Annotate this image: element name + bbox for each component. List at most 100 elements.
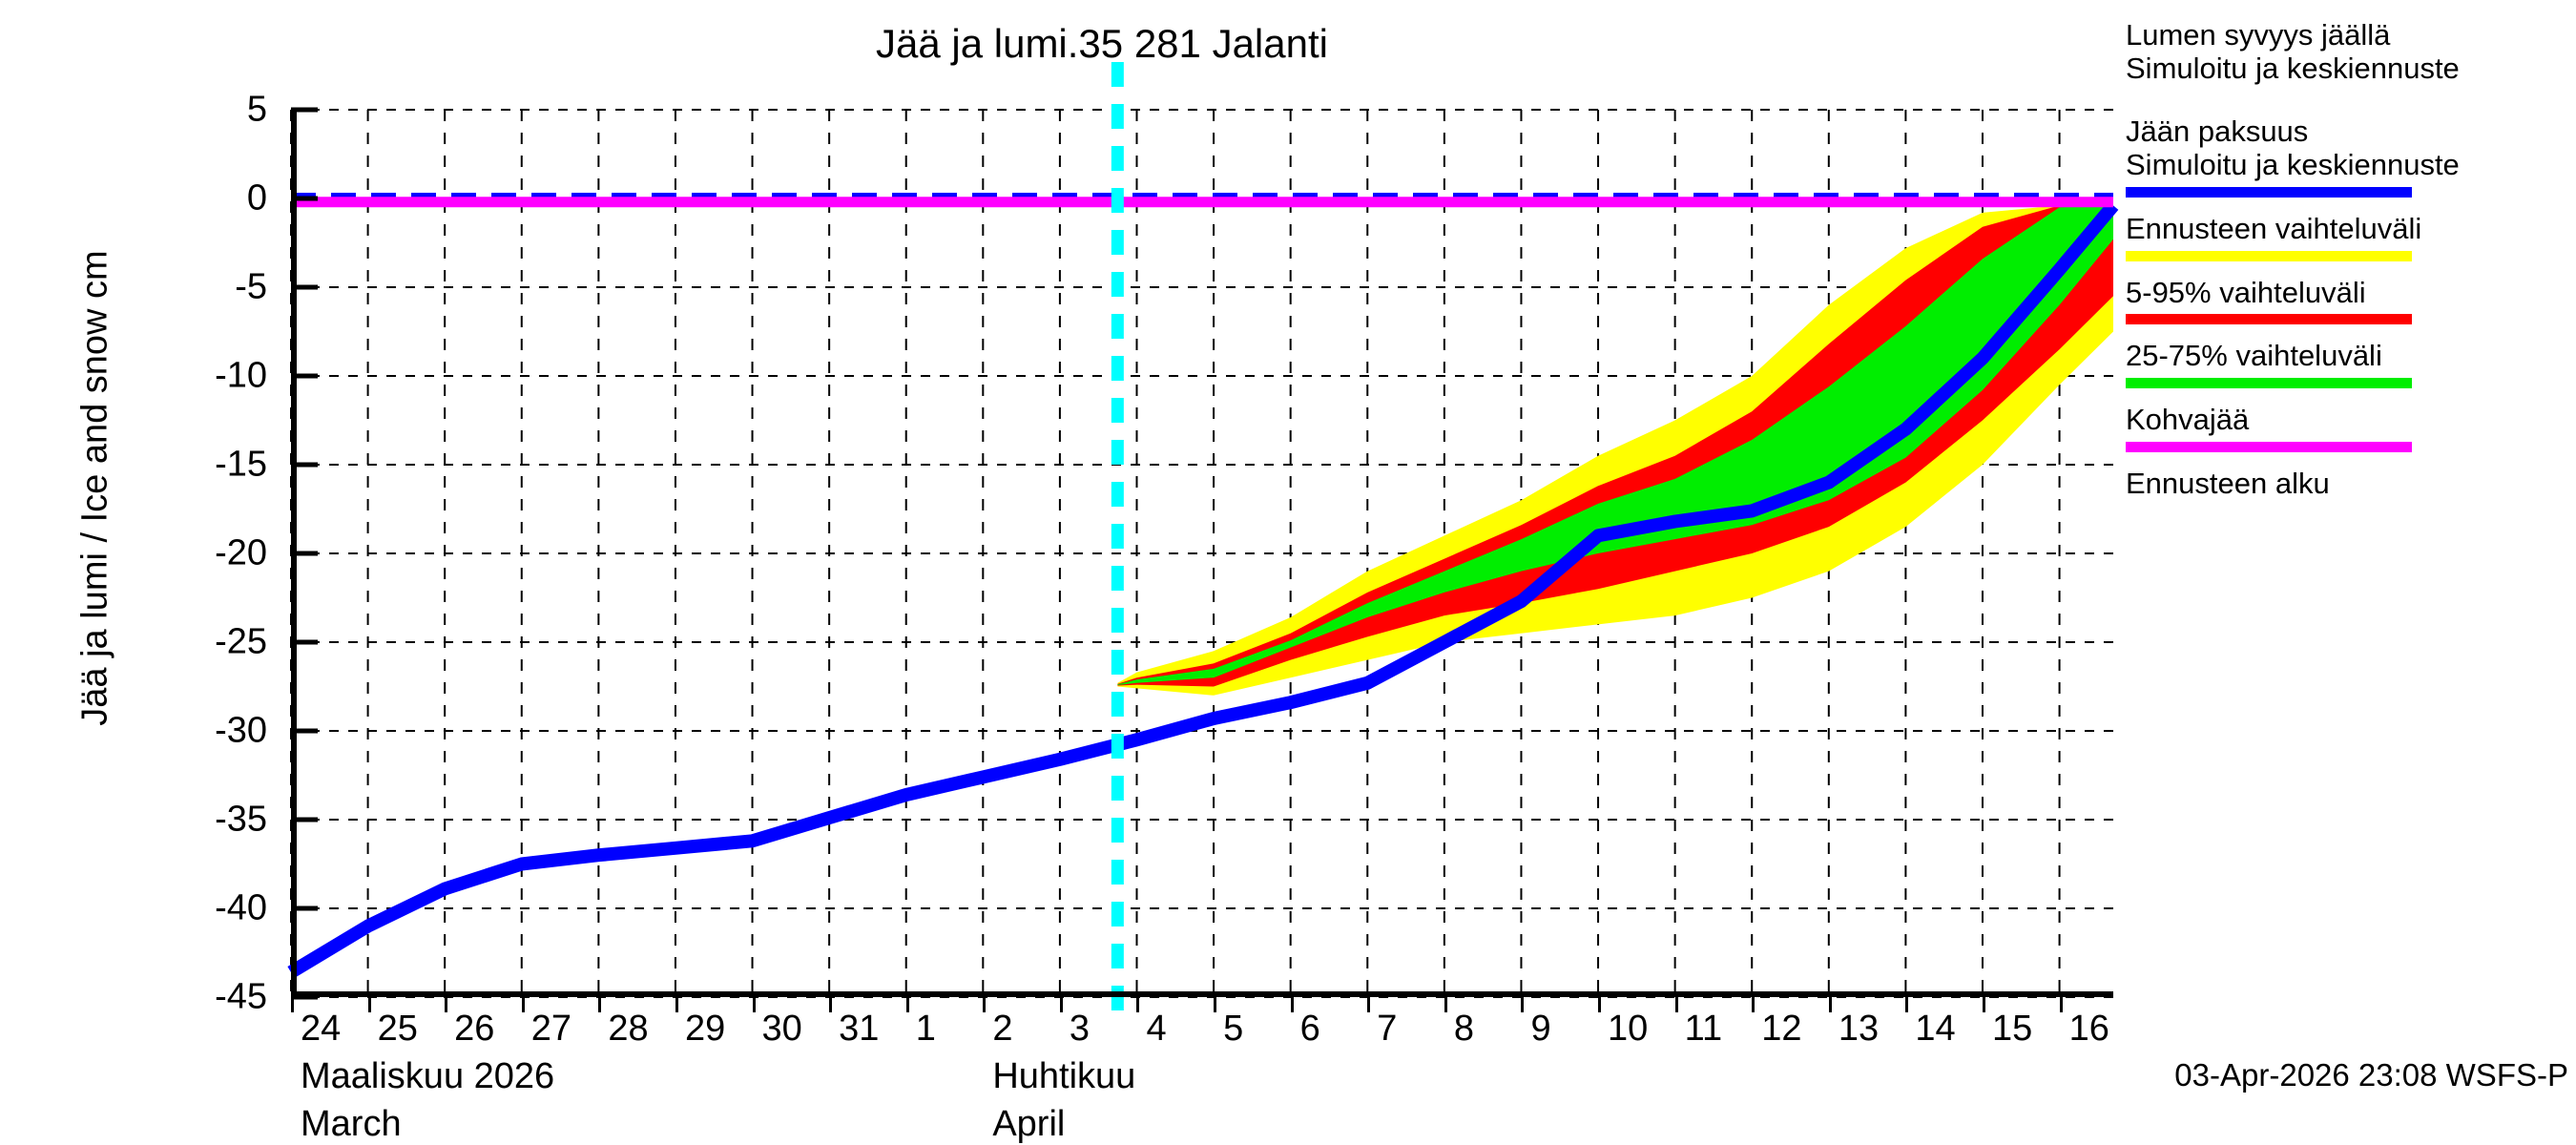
legend-color-swatch bbox=[2126, 250, 2412, 261]
y-axis-label: Jää ja lumi / Ice and snow cm bbox=[74, 250, 115, 726]
x-tick-label: 9 bbox=[1530, 1009, 1551, 1049]
x-tick-label: 25 bbox=[377, 1009, 418, 1049]
y-tick-label: -45 bbox=[215, 976, 267, 1017]
x-tick-mark bbox=[1521, 997, 1525, 1012]
axis-frame bbox=[291, 110, 2113, 997]
x-tick-label: 15 bbox=[1991, 1009, 2033, 1049]
month-label-fi: Maaliskuu 2026 bbox=[301, 1056, 555, 1096]
x-tick-label: 6 bbox=[1299, 1009, 1320, 1049]
x-tick-mark bbox=[445, 997, 448, 1012]
month-label-fi: Huhtikuu bbox=[992, 1056, 1136, 1096]
x-tick-mark bbox=[1905, 997, 1909, 1012]
x-tick-mark bbox=[1828, 997, 1832, 1012]
legend-color-swatch bbox=[2126, 505, 2412, 515]
x-tick-mark bbox=[1214, 997, 1217, 1012]
x-tick-label: 24 bbox=[301, 1009, 342, 1049]
y-tick-mark bbox=[291, 817, 318, 822]
legend-label-primary: 5-95% vaihteluväli bbox=[2126, 275, 2366, 309]
x-tick-mark bbox=[1982, 997, 1985, 1012]
legend-color-swatch bbox=[2126, 90, 2412, 100]
x-tick-mark bbox=[2059, 997, 2063, 1012]
x-tick-mark bbox=[1674, 997, 1678, 1012]
legend-label-primary: Kohvajää bbox=[2126, 403, 2250, 437]
y-tick-mark bbox=[291, 551, 318, 556]
month-label-en: March bbox=[301, 1104, 402, 1144]
x-tick-mark bbox=[983, 997, 987, 1012]
x-tick-label: 13 bbox=[1838, 1009, 1880, 1049]
legend-color-swatch bbox=[2126, 314, 2412, 325]
legend-label-secondary: Simuloitu ja keskiennuste bbox=[2126, 51, 2460, 85]
legend-label-primary: Ennusteen alku bbox=[2126, 466, 2330, 500]
legend-item: 25-75% vaihteluväli bbox=[2126, 339, 2574, 389]
x-tick-label: 14 bbox=[1915, 1009, 1956, 1049]
x-tick-label: 27 bbox=[530, 1009, 572, 1049]
x-tick-mark bbox=[367, 997, 371, 1012]
y-tick-label: -10 bbox=[215, 355, 267, 396]
y-tick-label: -20 bbox=[215, 532, 267, 573]
y-tick-mark bbox=[291, 373, 318, 379]
x-tick-mark bbox=[598, 997, 602, 1012]
legend-item: Jään paksuus Simuloitu ja keskiennuste bbox=[2126, 114, 2574, 198]
legend-label-secondary: Simuloitu ja keskiennuste bbox=[2126, 148, 2460, 182]
legend-label-primary: Lumen syvyys jäällä bbox=[2126, 18, 2391, 52]
y-tick-label: -5 bbox=[235, 266, 267, 307]
legend-item: Kohvajää bbox=[2126, 403, 2574, 452]
x-tick-label: 5 bbox=[1223, 1009, 1244, 1049]
x-tick-label: 8 bbox=[1453, 1009, 1474, 1049]
legend-item: Lumen syvyys jäällä Simuloitu ja keskienn… bbox=[2126, 18, 2574, 100]
month-label-en: April bbox=[992, 1104, 1066, 1144]
y-tick-label: -40 bbox=[215, 887, 267, 928]
y-tick-label: 0 bbox=[246, 177, 267, 219]
x-tick-mark bbox=[1136, 997, 1140, 1012]
y-tick-label: -35 bbox=[215, 799, 267, 840]
x-tick-mark bbox=[752, 997, 756, 1012]
y-tick-mark bbox=[291, 994, 318, 1000]
x-tick-label: 31 bbox=[839, 1009, 880, 1049]
x-tick-mark bbox=[905, 997, 909, 1012]
x-tick-label: 2 bbox=[992, 1009, 1013, 1049]
x-tick-label: 29 bbox=[684, 1009, 726, 1049]
x-tick-mark bbox=[1290, 997, 1294, 1012]
legend-label-primary: Ennusteen vaihteluväli bbox=[2126, 211, 2422, 245]
legend-color-swatch bbox=[2126, 441, 2412, 452]
legend-item: Ennusteen vaihteluväli bbox=[2126, 211, 2574, 261]
y-tick-label: -30 bbox=[215, 710, 267, 751]
x-tick-mark bbox=[1598, 997, 1602, 1012]
y-tick-mark bbox=[291, 107, 318, 113]
y-tick-mark bbox=[291, 906, 318, 911]
x-tick-mark bbox=[1444, 997, 1447, 1012]
y-tick-mark bbox=[291, 728, 318, 734]
y-tick-label: -15 bbox=[215, 444, 267, 485]
x-tick-mark bbox=[1367, 997, 1371, 1012]
x-tick-label: 4 bbox=[1146, 1009, 1167, 1049]
x-tick-mark bbox=[291, 997, 294, 1012]
x-tick-label: 26 bbox=[454, 1009, 495, 1049]
x-tick-label: 3 bbox=[1069, 1009, 1091, 1049]
y-tick-mark bbox=[291, 462, 318, 468]
y-tick-mark bbox=[291, 639, 318, 645]
legend-color-swatch bbox=[2126, 186, 2412, 198]
plot-area bbox=[287, 62, 2119, 1014]
x-tick-mark bbox=[1752, 997, 1755, 1012]
x-tick-label: 12 bbox=[1761, 1009, 1802, 1049]
x-tick-label: 7 bbox=[1377, 1009, 1398, 1049]
x-tick-label: 11 bbox=[1684, 1009, 1723, 1049]
legend-item: 5-95% vaihteluväli bbox=[2126, 275, 2574, 325]
page-title: Jää ja lumi.35 281 Jalanti bbox=[876, 21, 1328, 66]
timestamp-footer: 03-Apr-2026 23:08 WSFS-P bbox=[2174, 1057, 2568, 1093]
y-tick-mark bbox=[291, 284, 318, 290]
legend-color-swatch bbox=[2126, 378, 2412, 389]
x-tick-label: 28 bbox=[608, 1009, 649, 1049]
x-tick-mark bbox=[829, 997, 833, 1012]
y-tick-label: 5 bbox=[246, 89, 267, 130]
x-tick-mark bbox=[1059, 997, 1063, 1012]
x-tick-label: 16 bbox=[2068, 1009, 2109, 1049]
x-tick-label: 30 bbox=[761, 1009, 802, 1049]
legend-label-primary: 25-75% vaihteluväli bbox=[2126, 339, 2382, 373]
x-tick-label: 1 bbox=[915, 1009, 936, 1049]
legend-label-primary: Jään paksuus bbox=[2126, 114, 2309, 149]
chart-canvas bbox=[287, 62, 2119, 1014]
chart-legend: Lumen syvyys jäällä Simuloitu ja keskienn… bbox=[2126, 18, 2574, 531]
y-tick-label: -25 bbox=[215, 621, 267, 662]
x-tick-mark bbox=[675, 997, 678, 1012]
